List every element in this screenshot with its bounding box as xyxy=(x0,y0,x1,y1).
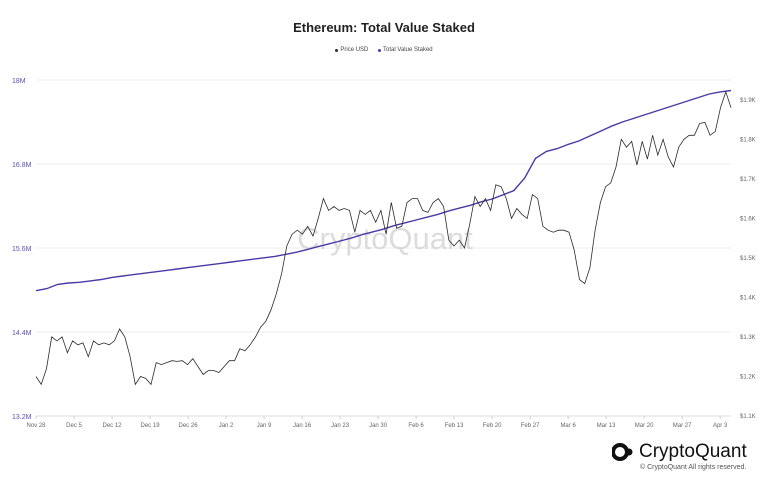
x-tick-label: Feb 13 xyxy=(445,423,464,429)
right-tick-label: $1.5K xyxy=(740,256,756,262)
left-tick-label: 13.2M xyxy=(12,414,32,421)
left-tick-label: 18M xyxy=(12,78,26,85)
brand-name: CryptoQuant xyxy=(639,441,747,462)
right-tick-label: $1.3K xyxy=(740,335,756,341)
x-tick-label: Mar 6 xyxy=(560,423,576,429)
legend-dot-staked xyxy=(378,48,382,52)
series-lines xyxy=(35,89,732,386)
x-tick-label: Mar 13 xyxy=(597,423,616,429)
brand-block: CryptoQuant © CryptoQuant All rights res… xyxy=(612,440,762,476)
series-line-total-value-staked xyxy=(35,89,732,292)
right-tick-label: $1.7K xyxy=(740,177,756,183)
x-tick-label: Jan 16 xyxy=(293,423,312,429)
x-tick-label: Mar 27 xyxy=(673,423,692,429)
legend-label-price: Price USD xyxy=(340,47,369,53)
right-tick-label: $1.2K xyxy=(740,374,756,380)
legend-item-price[interactable]: Price USD xyxy=(335,47,368,53)
x-tick-label: Nov 28 xyxy=(26,423,46,429)
right-tick-label: $1.8K xyxy=(740,137,756,143)
chart-title: Ethereum: Total Value Staked xyxy=(293,20,475,35)
legend-item-staked[interactable]: Total Value Staked xyxy=(378,47,433,53)
watermark-text: CryptoQuant xyxy=(297,221,473,256)
grid-lines xyxy=(36,79,731,333)
x-tick-label: Jan 9 xyxy=(257,423,272,429)
legend: Price USD Total Value Staked xyxy=(0,47,768,54)
x-tick-label: Dec 19 xyxy=(141,423,161,429)
right-tick-label: $1.6K xyxy=(740,216,756,222)
x-tick-label: Mar 20 xyxy=(635,423,654,429)
x-tick-label: Apr 3 xyxy=(713,423,728,429)
x-tick-label: Dec 26 xyxy=(179,423,199,429)
left-tick-label: 16.8M xyxy=(12,162,32,169)
left-axis: 13.2M 14.4M 15.6M 16.8M 18M xyxy=(12,78,32,421)
x-tick-label: Dec 12 xyxy=(103,423,123,429)
right-tick-label: $1.4K xyxy=(740,295,756,301)
right-tick-label: $1.9K xyxy=(740,98,756,104)
x-tick-label: Feb 20 xyxy=(483,423,502,429)
x-tick-label: Feb 27 xyxy=(521,423,540,429)
x-tick-label: Dec 5 xyxy=(66,423,82,429)
right-axis: $1.1K $1.2K $1.3K $1.4K $1.5K $1.6K $1.7K $1.8K… xyxy=(740,98,756,420)
left-tick-label: 15.6M xyxy=(12,246,32,253)
x-axis: Nov 28 Dec 5 Dec 12 Dec 19 Dec 26 Jan 2 Jan 9 J… xyxy=(26,415,731,429)
right-tick-label: $1.1K xyxy=(740,414,756,420)
series-line-price-usd xyxy=(35,90,732,386)
x-tick-label: Feb 6 xyxy=(408,423,424,429)
left-tick-label: 14.4M xyxy=(12,330,32,337)
legend-dot-price xyxy=(335,48,339,52)
brand-copyright: © CryptoQuant All rights reserved. xyxy=(640,464,747,471)
x-tick-label: Jan 23 xyxy=(331,423,350,429)
x-tick-label: Jan 30 xyxy=(369,423,388,429)
cryptoquant-logo-icon xyxy=(612,443,633,461)
x-tick-label: Jan 2 xyxy=(219,423,234,429)
legend-label-staked: Total Value Staked xyxy=(383,47,433,53)
